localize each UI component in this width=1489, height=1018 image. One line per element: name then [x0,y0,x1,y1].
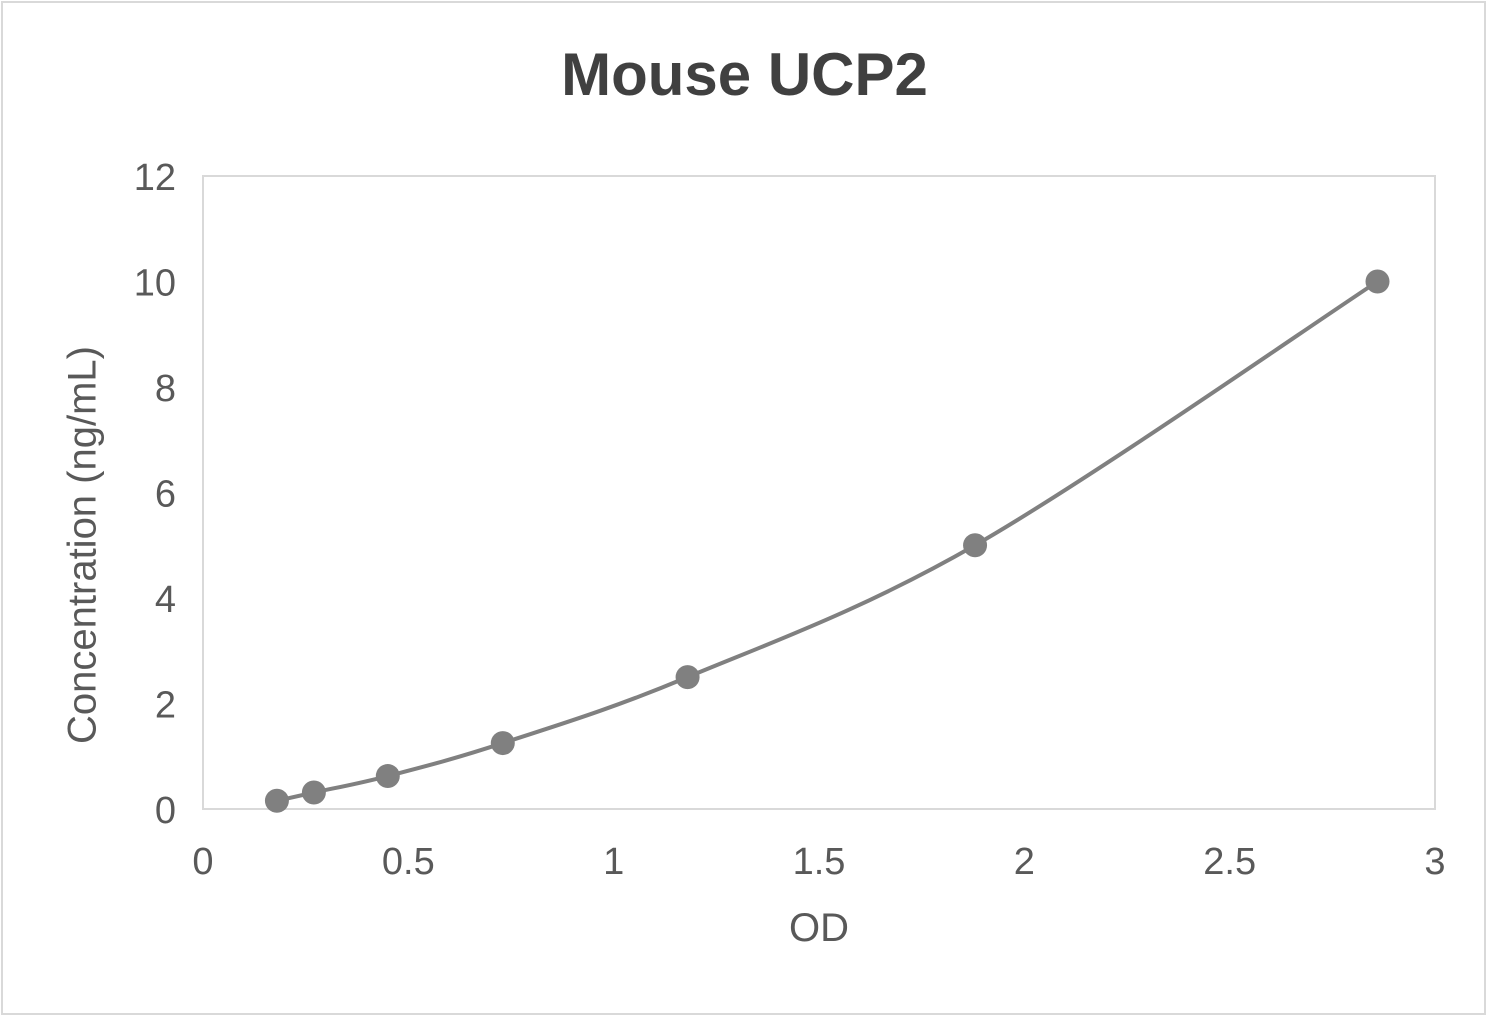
data-point-marker [264,788,289,813]
x-tick-label: 3 [1424,841,1445,883]
x-tick-label: 2.5 [1203,841,1256,883]
x-tick-label: 1 [603,841,624,883]
y-tick-label: 8 [155,368,176,410]
x-tick-label: 0 [192,841,213,883]
data-point-marker [375,764,400,789]
plot-border [202,175,1436,810]
y-axis-ticks: 0 2 4 6 8 10 12 [134,157,176,832]
chart-title: Mouse UCP2 [561,41,928,108]
data-point-marker [675,665,700,690]
x-tick-label: 2 [1014,841,1035,883]
y-tick-label: 6 [155,474,176,516]
y-tick-label: 2 [155,685,176,727]
y-tick-label: 4 [155,579,176,621]
y-tick-label: 10 [134,263,176,305]
x-tick-label: 1.5 [793,841,846,883]
x-tick-label: 0.5 [382,841,435,883]
data-point-marker [490,731,515,756]
y-tick-label: 12 [134,157,176,199]
x-axis-ticks: 0 0.5 1 1.5 2 2.5 3 [192,841,1445,883]
standard-curve-line [276,279,1379,803]
data-point-marker [301,780,326,805]
data-point-marker [1365,269,1390,294]
data-point-marker [963,533,988,558]
data-points [264,269,1390,813]
y-tick-label: 0 [155,790,176,832]
x-axis-label: OD [789,906,849,950]
